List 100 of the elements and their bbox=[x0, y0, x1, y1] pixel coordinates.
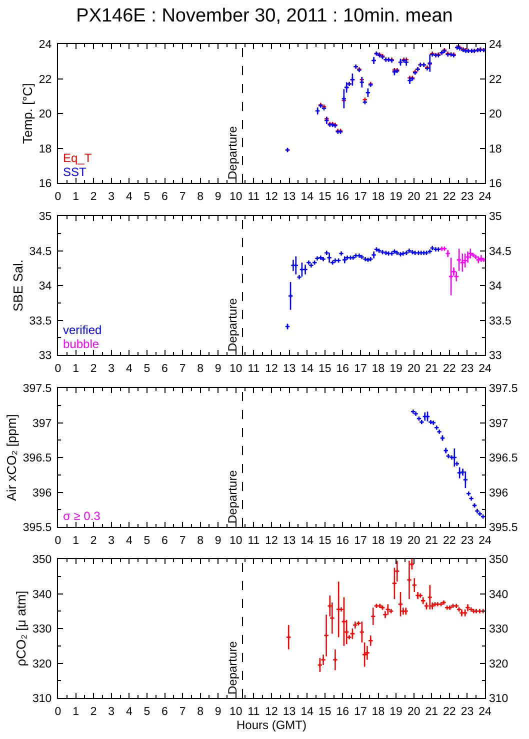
x-tick-label: 14 bbox=[300, 190, 314, 203]
x-tick-label: 15 bbox=[318, 706, 332, 718]
x-tick-label: 3 bbox=[108, 534, 115, 546]
x-tick-label: 7 bbox=[179, 706, 186, 718]
x-tick-label: 7 bbox=[179, 534, 186, 546]
y2-tick-label: 33 bbox=[489, 350, 502, 362]
x-tick-label: 5 bbox=[144, 362, 150, 375]
x-tick-label: 8 bbox=[197, 534, 204, 546]
y-axis-title: ρCO₂ [μ atm] bbox=[13, 590, 28, 667]
x-tick-label: 17 bbox=[354, 362, 367, 375]
x-tick-label: 13 bbox=[282, 190, 296, 203]
y2-tick-label: 24 bbox=[489, 39, 502, 52]
x-tick-label: 10 bbox=[230, 706, 242, 718]
x-tick-label: 21 bbox=[425, 362, 438, 375]
x-tick-label: 20 bbox=[407, 706, 420, 718]
x-tick-label: 24 bbox=[478, 190, 492, 203]
y-tick-label: 33 bbox=[38, 350, 52, 362]
y-tick-label: 340 bbox=[32, 589, 52, 602]
x-tick-label: 19 bbox=[390, 534, 402, 546]
x-tick-label: 15 bbox=[318, 534, 332, 546]
x-tick-label: 21 bbox=[425, 534, 438, 546]
y-tick-label: 16 bbox=[38, 178, 52, 190]
x-tick-label: 21 bbox=[425, 706, 438, 718]
x-tick-label: 10 bbox=[230, 362, 242, 375]
x-tick-label: 18 bbox=[372, 706, 385, 718]
x-tick-label: 11 bbox=[248, 362, 260, 375]
x-tick-label: 6 bbox=[162, 190, 168, 203]
x-tick-label: 12 bbox=[265, 534, 278, 546]
x-tick-label: 0 bbox=[54, 362, 62, 375]
y2-tick-label: 16 bbox=[489, 178, 502, 190]
x-tick-label: 7 bbox=[179, 362, 186, 375]
x-tick-label: 16 bbox=[336, 190, 350, 203]
x-tick-label: 24 bbox=[478, 706, 492, 718]
y-tick-label: 396 bbox=[32, 486, 52, 499]
x-tick-label: 6 bbox=[162, 706, 168, 718]
x-tick-label: 9 bbox=[214, 706, 222, 718]
y-axis-title: SBE Sal. bbox=[10, 259, 26, 312]
y2-tick-label: 18 bbox=[489, 143, 502, 156]
x-tick-label: 5 bbox=[144, 534, 150, 546]
x-tick-label: 22 bbox=[443, 190, 456, 203]
y2-tick-label: 35 bbox=[489, 210, 502, 223]
x-tick-label: 10 bbox=[230, 190, 242, 203]
x-tick-label: 2 bbox=[90, 190, 97, 203]
y-tick-label: 33.5 bbox=[29, 315, 52, 328]
y-axis-title: Temp. [°C] bbox=[20, 83, 35, 144]
y-tick-label: 397 bbox=[32, 417, 52, 430]
y-tick-label: 330 bbox=[32, 624, 52, 636]
ref-line-label: Departure bbox=[226, 641, 240, 695]
x-tick-label: 3 bbox=[108, 190, 115, 203]
x-tick-label: 24 bbox=[478, 362, 492, 375]
x-tick-label: 12 bbox=[265, 190, 278, 203]
y-tick-label: 320 bbox=[32, 658, 52, 671]
x-tick-label: 11 bbox=[248, 534, 260, 546]
y-tick-label: 395.5 bbox=[22, 522, 52, 534]
x-tick-label: 17 bbox=[354, 706, 367, 718]
x-tick-label: 23 bbox=[460, 190, 474, 203]
y-tick-label: 34 bbox=[38, 280, 52, 292]
x-tick-label: 17 bbox=[354, 190, 367, 203]
x-tick-label: 16 bbox=[336, 706, 350, 718]
text: Eq_T bbox=[63, 151, 92, 165]
x-tick-label: 16 bbox=[336, 534, 350, 546]
y2-tick-label: 20 bbox=[489, 108, 502, 121]
x-tick-label: 1 bbox=[72, 534, 79, 546]
x-tick-label: 9 bbox=[214, 362, 222, 375]
x-tick-label: 11 bbox=[248, 706, 260, 718]
x-tick-label: 8 bbox=[197, 706, 204, 718]
x-tick-label: 13 bbox=[282, 362, 296, 375]
x-tick-label: 24 bbox=[478, 534, 492, 546]
x-tick-label: 4 bbox=[126, 362, 133, 375]
x-tick-label: 14 bbox=[300, 534, 314, 546]
y-tick-label: 24 bbox=[38, 39, 52, 52]
ref-line-label: Departure bbox=[226, 298, 240, 352]
x-tick-label: 23 bbox=[460, 706, 474, 718]
y-tick-label: 310 bbox=[32, 693, 52, 706]
x-tick-label: 22 bbox=[443, 706, 456, 718]
x-tick-label: 7 bbox=[179, 190, 186, 203]
x-tick-label: 8 bbox=[197, 190, 204, 203]
x-tick-label: 11 bbox=[248, 190, 260, 203]
x-tick-label: 5 bbox=[144, 706, 150, 718]
y-tick-label: 20 bbox=[38, 108, 52, 121]
x-tick-label: 19 bbox=[390, 362, 402, 375]
y2-tick-label: 340 bbox=[489, 589, 508, 602]
x-tick-label: 9 bbox=[214, 534, 222, 546]
y2-tick-label: 396.5 bbox=[489, 452, 518, 464]
x-tick-label: 0 bbox=[54, 534, 62, 546]
x-tick-label: 9 bbox=[214, 190, 222, 203]
x-tick-label: 18 bbox=[372, 362, 385, 375]
y2-tick-label: 320 bbox=[489, 658, 508, 671]
y2-tick-label: 310 bbox=[489, 693, 508, 706]
x-tick-label: 23 bbox=[460, 534, 474, 546]
chart-title: PX146E : November 30, 2011 : 10min. mean bbox=[76, 6, 453, 27]
x-tick-label: 12 bbox=[265, 706, 278, 718]
y-tick-label: 397.5 bbox=[22, 382, 52, 395]
ref-line-label: Departure bbox=[226, 469, 240, 523]
y2-tick-label: 350 bbox=[489, 554, 508, 566]
y2-tick-label: 34 bbox=[489, 280, 502, 292]
x-tick-label: 18 bbox=[372, 190, 385, 203]
y2-tick-label: 396 bbox=[489, 486, 508, 499]
x-tick-label: 2 bbox=[90, 362, 97, 375]
y-tick-label: 22 bbox=[38, 74, 52, 86]
